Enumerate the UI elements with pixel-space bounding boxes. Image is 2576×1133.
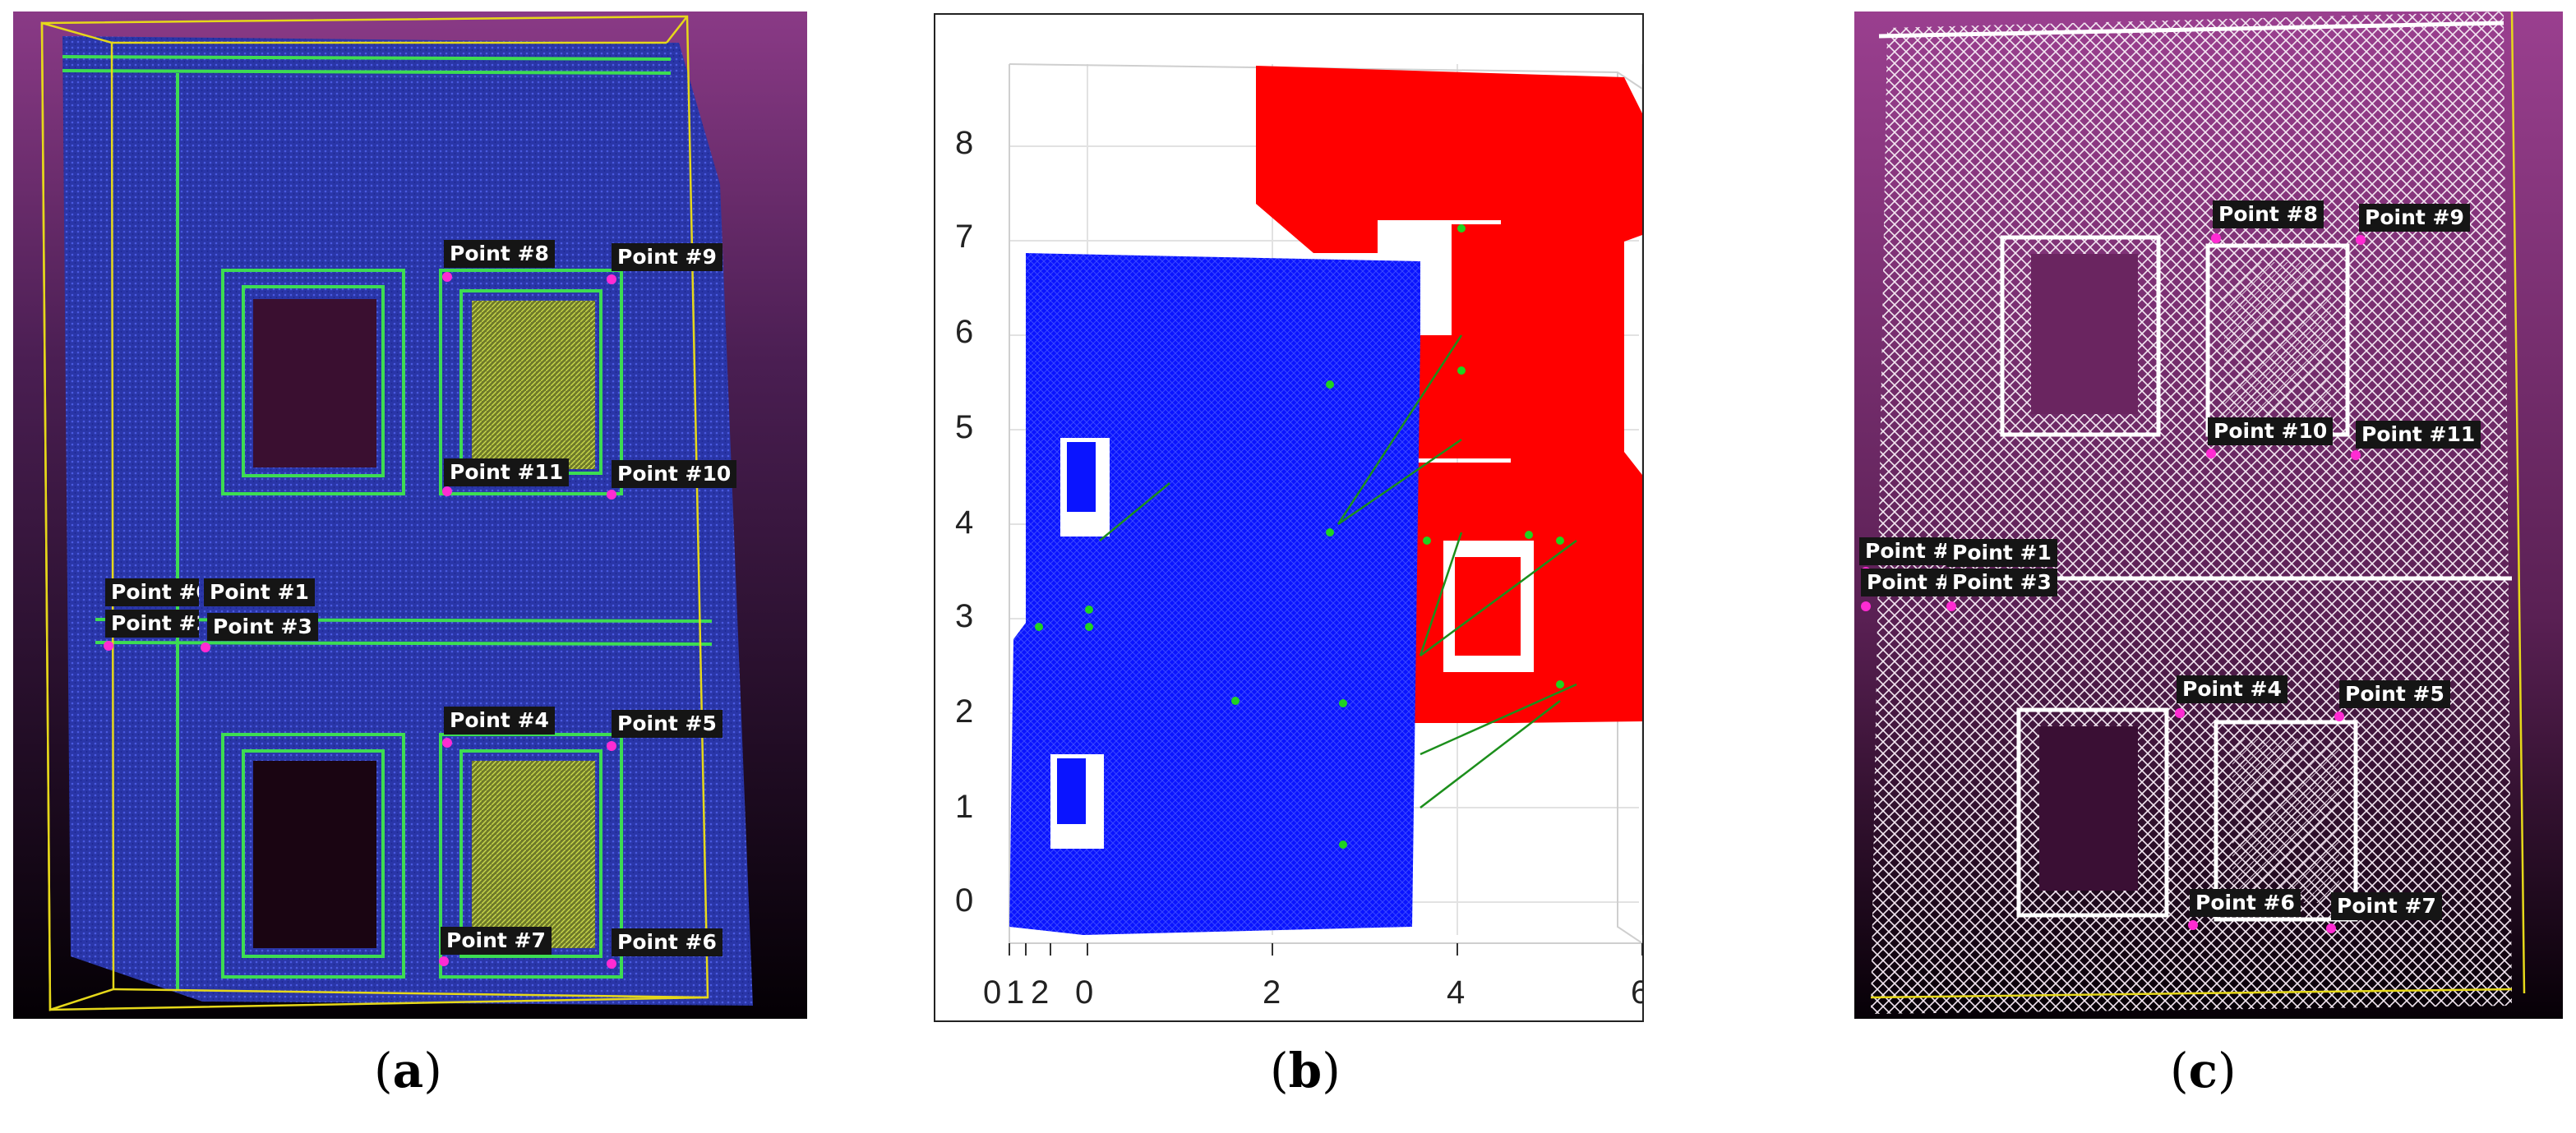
panel-a-point-marker — [607, 741, 616, 751]
panel-b-y-tick: 6 — [955, 314, 974, 350]
caption-paren-close: ) — [423, 1043, 442, 1098]
panel-c-point-marker — [2188, 920, 2198, 930]
panel-a-point-label: Point #11 — [444, 458, 570, 486]
panel-a-point-label: Point #9 — [612, 243, 722, 271]
panel-a-window-upper-right — [472, 301, 595, 469]
panel-c-point-marker — [2206, 449, 2216, 458]
panel-a-point-label: Point #8 — [444, 240, 555, 268]
caption-letter: c — [2188, 1043, 2218, 1098]
panel-c-point-marker — [2351, 450, 2361, 460]
panel-b-x-tick: 0 — [1075, 974, 1094, 1011]
caption-paren-open: ( — [374, 1043, 393, 1098]
panel-b-x-tick: 0 — [983, 974, 1002, 1011]
panel-b-x-tick: 2 — [1263, 974, 1281, 1011]
panel-a-window-upper-left — [253, 299, 376, 467]
panel-a-facade-cloud — [62, 36, 753, 1006]
panel-a-bounding-box — [40, 15, 709, 1011]
panel-a-point-label: Point #10 — [612, 460, 737, 488]
panel-c-edges — [1878, 21, 2512, 922]
panel-c-point-marker — [2356, 235, 2366, 245]
panel-b-y-tick: 7 — [955, 219, 974, 255]
caption-letter: b — [1288, 1043, 1323, 1098]
panel-a-point-marker — [442, 272, 452, 282]
panel-a-point-label: Point #0 — [105, 578, 199, 606]
panel-b-y-tick: 2 — [955, 693, 974, 730]
panel-c-point-marker — [2326, 923, 2336, 933]
panel-a-point-marker — [442, 738, 452, 748]
panel-a-point-marker — [607, 274, 616, 284]
panel-c-point-label: Point #11 — [2356, 421, 2481, 449]
panel-a-point-label: Point #5 — [612, 710, 722, 738]
panel-c-point-label: Point #5 — [2339, 680, 2450, 708]
panel-c-scene — [1854, 12, 2563, 1019]
panel-c-point-label: Point #9 — [2359, 204, 2470, 232]
panel-a-caption: (a) — [374, 1042, 442, 1099]
panel-a-point-marker — [442, 486, 452, 496]
panel-a-point-marker — [201, 642, 210, 652]
panel-c-window-lower-right — [2232, 739, 2339, 903]
panel-c-point-label: Point #8 — [2213, 200, 2324, 228]
panel-b-plot — [1009, 63, 1642, 956]
panel-a-point-marker — [607, 959, 616, 969]
panel-c-point-marker — [2175, 708, 2185, 718]
panel-a-point-label: Point #6 — [612, 928, 722, 956]
panel-b-y-tick: 4 — [955, 504, 974, 541]
panel-b-y-tick: 1 — [955, 789, 974, 825]
panel-a-point-marker — [607, 490, 616, 500]
panel-c-point-label: Point #10 — [2208, 417, 2334, 445]
panel-a-point-label: Point #2 — [105, 610, 199, 638]
panel-b-y-tick: 3 — [955, 598, 974, 634]
panel-a-point-label: Point #1 — [204, 578, 315, 606]
panel-c-window-upper-right — [2224, 262, 2331, 418]
panel-c-point-label: Point #3 — [1946, 569, 2057, 596]
panel-c-point-label: Point #4 — [2177, 675, 2287, 703]
panel-c-point-label: Point # — [1861, 569, 1955, 596]
panel-b-x-tick: 1 — [1006, 974, 1025, 1011]
panel-a: Point #8 Point #9 Point #11 Point #10 Po… — [13, 12, 807, 1019]
caption-paren-open: ( — [2170, 1043, 2189, 1098]
panel-a-point-label: Point #7 — [441, 927, 552, 955]
panel-c-point-marker — [2334, 712, 2344, 721]
caption-paren-open: ( — [1270, 1043, 1289, 1098]
panel-b-y-tick: 8 — [955, 125, 974, 161]
panel-a-point-marker — [439, 956, 449, 966]
caption-paren-close: ) — [2217, 1043, 2237, 1098]
panel-c-facade-cloud — [1871, 12, 2512, 1014]
caption-paren-close: ) — [1322, 1043, 1341, 1098]
panel-b-x-tick: 6 — [1631, 976, 1642, 1009]
panel-a-point-label: Point #3 — [207, 613, 318, 641]
caption-letter: a — [392, 1043, 424, 1098]
panel-b-caption: (b) — [1270, 1042, 1341, 1099]
panel-a-point-marker — [104, 641, 113, 651]
panel-c-point-marker — [1861, 601, 1871, 611]
panel-c-caption: (c) — [2170, 1042, 2237, 1099]
panel-b-x-tick: 4 — [1447, 974, 1466, 1011]
panel-a-point-label: Point #4 — [444, 707, 555, 735]
panel-b-correspondence-lines — [1099, 334, 1577, 808]
panel-b-blue-cloud — [1009, 253, 1420, 935]
panel-b-tick-marks — [1009, 943, 1642, 956]
panel-c-point-label: Point #0 — [1859, 537, 1953, 565]
panel-c-bounding-box — [1870, 12, 2526, 999]
panel-c-window-upper-left — [2031, 254, 2138, 414]
panel-b: 8 7 6 5 4 3 2 1 0 0 1 2 0 2 4 6 — [934, 13, 1644, 1022]
panel-c-point-marker — [1946, 601, 1956, 611]
panel-c-point-marker — [2211, 233, 2221, 243]
panel-a-edges — [62, 55, 713, 989]
panel-a-window-lower-left — [253, 761, 376, 948]
panel-a-window-lower-right — [472, 761, 595, 948]
panel-c-window-lower-left — [2039, 726, 2138, 891]
panel-b-x-tick: 2 — [1031, 974, 1050, 1011]
panel-c-point-label: Point #7 — [2331, 892, 2442, 920]
panel-c-point-label: Point #1 — [1946, 539, 2057, 567]
panel-c-point-label: Point #6 — [2190, 889, 2301, 917]
panel-b-y-tick: 5 — [955, 409, 974, 445]
panel-b-keypoints — [1035, 224, 1564, 849]
panel-c: Point #8 Point #9 Point #10 Point #11 Po… — [1854, 12, 2563, 1019]
panel-b-y-tick: 0 — [955, 882, 974, 919]
panel-a-scene — [13, 12, 807, 1019]
